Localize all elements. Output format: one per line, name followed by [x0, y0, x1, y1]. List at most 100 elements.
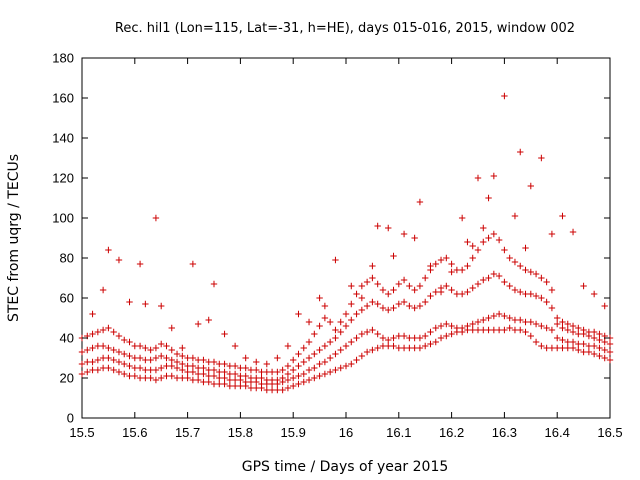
data-point	[532, 320, 540, 328]
data-point	[538, 322, 545, 330]
data-point	[554, 314, 561, 322]
data-point	[538, 294, 545, 302]
data-point	[284, 376, 292, 384]
data-point	[596, 330, 603, 338]
data-point	[363, 328, 371, 336]
data-point	[511, 258, 519, 266]
data-point	[321, 314, 329, 322]
data-point	[369, 298, 376, 306]
data-point	[337, 318, 344, 326]
y-tick-label: 0	[67, 411, 74, 426]
data-point	[458, 290, 466, 298]
data-point	[300, 378, 307, 386]
data-point	[290, 374, 297, 382]
data-point	[590, 334, 598, 342]
data-point	[490, 172, 498, 180]
data-point	[321, 302, 329, 310]
x-tick-label: 16.2	[439, 425, 464, 440]
data-point	[485, 274, 492, 282]
data-point	[290, 382, 297, 390]
data-point	[168, 372, 175, 380]
data-point	[332, 366, 339, 374]
data-point	[321, 358, 329, 366]
data-point	[363, 302, 371, 310]
data-point	[300, 358, 307, 366]
data-point	[358, 352, 366, 360]
y-tick-label: 40	[60, 331, 74, 346]
data-point	[400, 276, 408, 284]
data-point	[121, 350, 128, 358]
data-point	[443, 282, 450, 290]
data-point	[158, 302, 165, 310]
data-point	[300, 344, 307, 352]
data-point	[89, 310, 96, 318]
data-point	[601, 302, 608, 310]
data-point	[374, 280, 381, 288]
data-point	[422, 332, 429, 340]
data-point	[305, 318, 313, 326]
chart-title: Rec. hil1 (Lon=115, Lat=-31, h=HE), days…	[115, 21, 575, 36]
axis-ticks: 0 20 40 60 80 100 120 140 160 180 15.5 15.6 15.7 15.8…	[52, 51, 622, 441]
data-point	[385, 306, 392, 314]
data-point	[527, 290, 534, 298]
data-point	[406, 302, 413, 310]
data-point	[395, 280, 402, 288]
data-point	[358, 330, 366, 338]
data-point	[221, 380, 228, 388]
data-point	[94, 328, 102, 336]
data-point	[326, 368, 334, 376]
data-point	[179, 360, 186, 368]
data-point	[590, 328, 598, 336]
data-point	[152, 366, 160, 374]
data-point	[427, 292, 434, 300]
data-point	[448, 330, 455, 338]
data-point	[279, 374, 286, 382]
data-point	[379, 334, 387, 342]
data-point	[231, 362, 239, 370]
data-point	[115, 332, 123, 340]
data-point	[575, 324, 582, 332]
data-point	[263, 360, 270, 368]
data-point	[115, 256, 123, 264]
data-point	[522, 244, 529, 252]
data-point	[464, 262, 471, 270]
data-point	[432, 260, 439, 268]
data-point	[163, 354, 170, 362]
data-point	[517, 288, 524, 296]
data-point	[379, 304, 387, 312]
data-point	[210, 372, 218, 380]
x-tick-label: 16.5	[597, 425, 622, 440]
data-point	[590, 290, 598, 298]
data-point	[342, 310, 350, 318]
data-point	[173, 358, 181, 366]
data-point	[131, 372, 138, 380]
data-point	[416, 344, 424, 352]
y-tick-label: 20	[60, 371, 74, 386]
data-point	[385, 224, 392, 232]
data-point	[353, 356, 360, 364]
data-point	[84, 346, 91, 354]
data-point	[585, 348, 593, 356]
data-point	[173, 364, 181, 372]
data-point	[284, 384, 292, 392]
data-point	[390, 334, 397, 342]
data-point	[311, 374, 318, 382]
data-point	[311, 364, 318, 372]
data-point	[332, 334, 339, 342]
data-point	[390, 342, 397, 350]
data-point	[305, 366, 313, 374]
data-point	[353, 310, 360, 318]
data-point	[522, 328, 529, 336]
data-point	[554, 320, 561, 328]
data-point	[337, 328, 344, 336]
data-point	[189, 354, 197, 362]
x-tick-label: 16.4	[545, 425, 570, 440]
data-point	[501, 278, 508, 286]
data-point	[189, 260, 197, 268]
data-point	[448, 268, 455, 276]
y-tick-label: 100	[52, 211, 74, 226]
data-point	[142, 344, 149, 352]
data-point	[358, 282, 366, 290]
data-point	[142, 300, 149, 308]
